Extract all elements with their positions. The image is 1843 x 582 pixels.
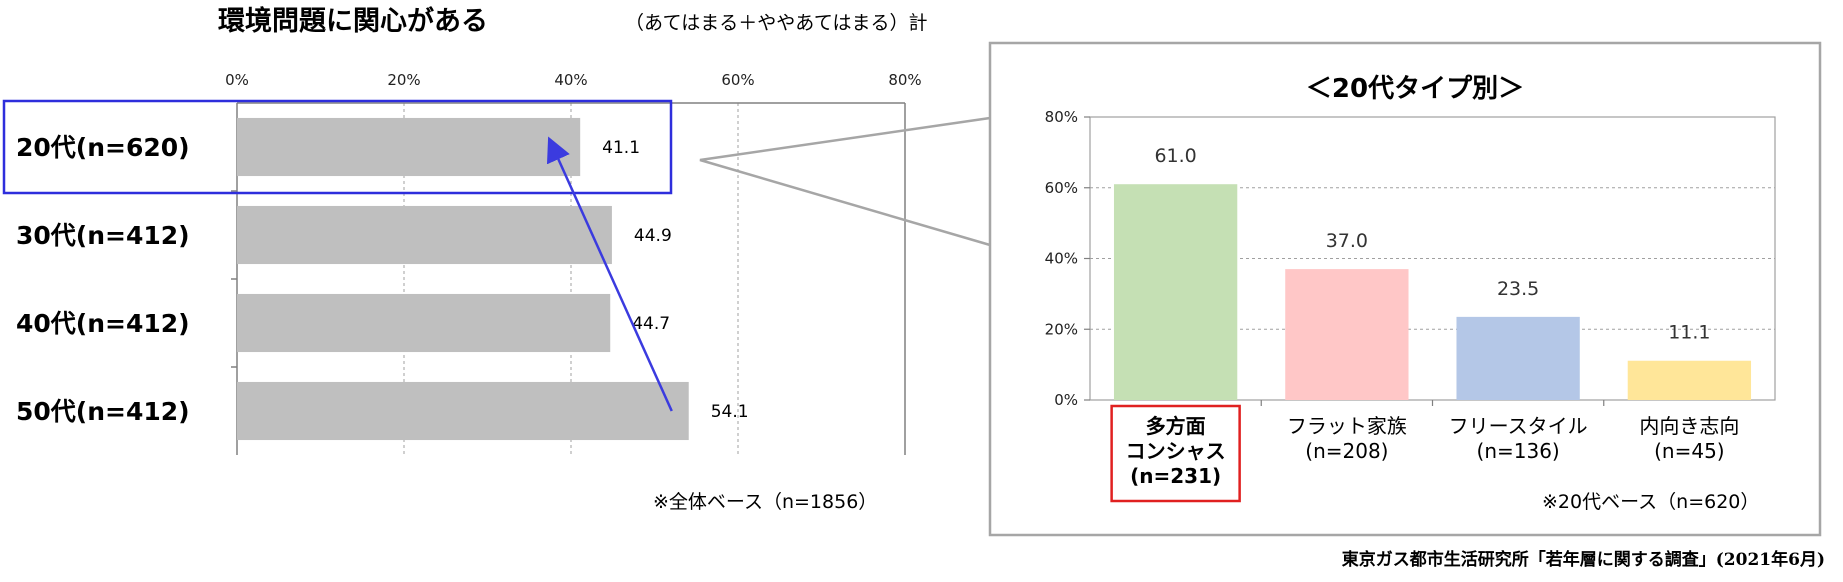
right-chart-title: ＜20代タイプ別＞ — [1306, 74, 1524, 104]
left-tick-label: 0% — [225, 71, 249, 89]
right-category-label: フラット家族(n=208) — [1287, 414, 1407, 463]
left-value-label: 54.1 — [711, 402, 749, 422]
right-bar — [1627, 360, 1752, 400]
right-category-highlight-box — [1110, 404, 1241, 503]
left-value-label: 44.7 — [632, 314, 670, 334]
left-bar-chart: 0% 20% 40% 60% 80% 41.1 20代(n=620) 44.9 30代(n=41… — [2, 71, 922, 455]
right-value-label: 37.0 — [1326, 230, 1368, 252]
left-bar — [237, 205, 612, 265]
right-value-label: 11.1 — [1668, 322, 1710, 344]
left-category-label: 20代(n=620) — [16, 133, 190, 162]
right-value-label: 23.5 — [1497, 278, 1539, 300]
source-citation: 東京ガス都市生活研究所「若年層に関する調査」(2021年6月) — [1342, 549, 1825, 570]
left-chart-note: ※全体ベース（n=1856） — [653, 491, 877, 513]
right-tick-label: 80% — [1045, 108, 1078, 126]
right-tick-label: 0% — [1054, 391, 1078, 409]
left-bar — [237, 293, 611, 353]
left-category-label: 30代(n=412) — [16, 221, 190, 250]
left-bar — [237, 117, 581, 177]
right-chart-note: ※20代ベース（n=620） — [1542, 491, 1759, 513]
left-value-label: 41.1 — [602, 138, 640, 158]
trend-arrow — [546, 136, 673, 412]
left-tick-label: 40% — [554, 71, 587, 89]
left-tick-label: 20% — [387, 71, 420, 89]
left-value-label: 44.9 — [634, 226, 672, 246]
right-bar — [1113, 184, 1238, 400]
right-bar — [1285, 269, 1409, 400]
left-bar — [237, 381, 689, 441]
left-chart-title: 環境問題に関心がある — [218, 5, 488, 37]
left-tick-label: 60% — [721, 71, 754, 89]
left-category-label: 40代(n=412) — [16, 309, 190, 338]
right-value-label: 61.0 — [1154, 145, 1196, 167]
right-tick-label: 40% — [1045, 250, 1078, 268]
right-category-label: 多方面コンシャス(n=231) — [1126, 414, 1226, 488]
left-category-label: 50代(n=412) — [16, 397, 190, 426]
right-category-label: フリースタイル(n=136) — [1449, 414, 1588, 463]
callout-connector — [699, 116, 991, 247]
right-tick-label: 20% — [1045, 320, 1078, 338]
left-highlight-box — [2, 99, 673, 195]
right-bar — [1456, 316, 1580, 400]
left-tick-label: 80% — [888, 71, 921, 89]
right-category-label: 内向き志向(n=45) — [1639, 414, 1739, 463]
right-tick-label: 60% — [1045, 179, 1078, 197]
left-chart-subtitle: （あてはまる＋ややあてはまる）計 — [625, 12, 927, 34]
right-bar-chart: 0% 20% 40% 60% 80% 61.0 多方面コンシャス(n=231) 37.0 フラッ… — [1045, 108, 1776, 503]
